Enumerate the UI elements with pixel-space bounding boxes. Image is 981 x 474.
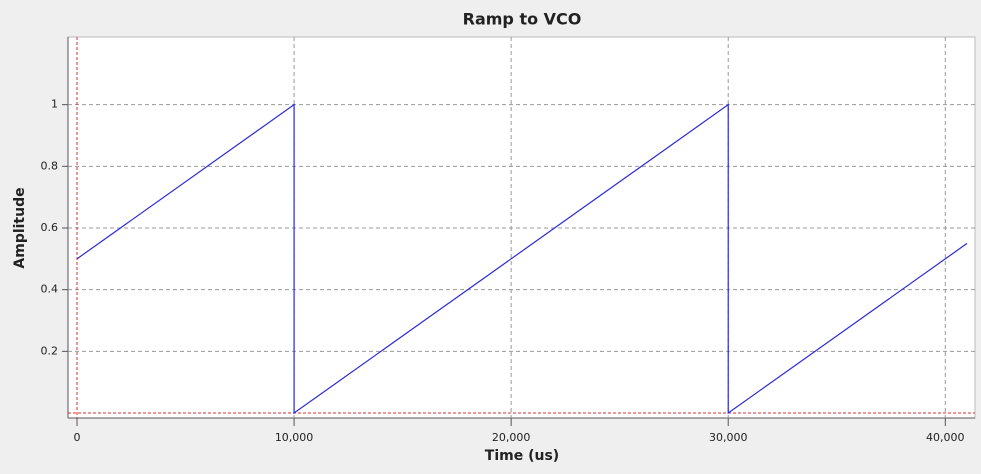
x-axis-label: Time (us) [485,448,559,464]
y-tick-label: 0.8 [41,159,59,172]
y-tick-label: 0.2 [41,344,59,357]
x-tick-label: 40,000 [926,431,965,444]
chart-title: Ramp to VCO [463,10,582,29]
x-tick-label: 10,000 [275,431,314,444]
x-tick-label: 0 [74,431,81,444]
line-series [76,103,968,415]
y-tick-label: 0.6 [41,221,59,234]
x-tick-label: 20,000 [492,431,531,444]
y-axis-label: Amplitude [12,187,28,268]
plot-area [67,36,976,419]
x-tick-label: 30,000 [709,431,748,444]
y-tick-label: 0.4 [41,283,59,296]
y-tick-label: 1 [51,98,58,111]
